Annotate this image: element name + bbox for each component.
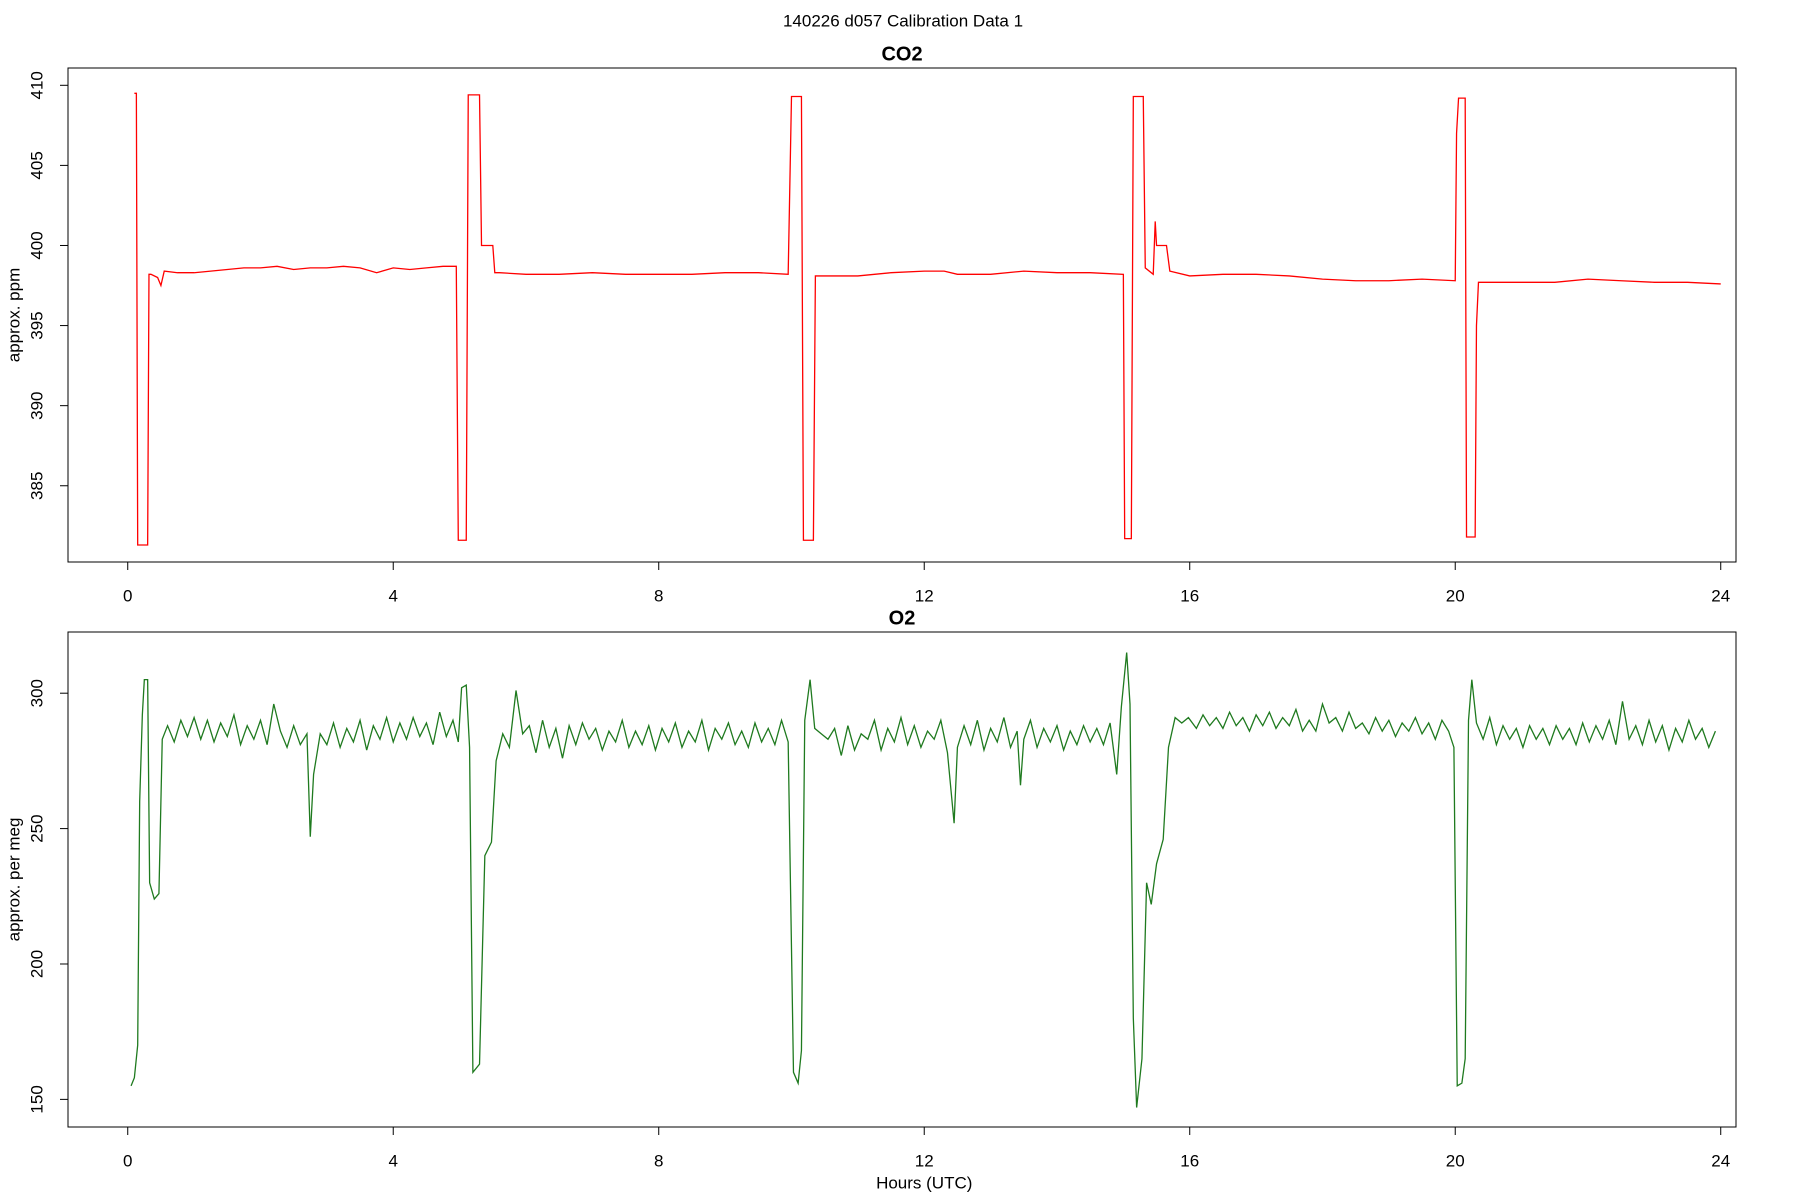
y-axis-label: approx. per meg xyxy=(4,818,23,942)
y-tick-label: 410 xyxy=(27,71,46,99)
x-tick-label: 4 xyxy=(389,1151,398,1170)
panel-title: O2 xyxy=(889,607,916,629)
data-line xyxy=(134,92,1721,546)
x-tick-label: 0 xyxy=(123,586,132,605)
x-tick-label: 20 xyxy=(1446,586,1465,605)
x-tick-label: 12 xyxy=(915,586,934,605)
y-axis-label: approx. ppm xyxy=(4,268,23,363)
y-tick-label: 250 xyxy=(27,814,46,842)
x-tick-label: 8 xyxy=(654,586,663,605)
y-tick-label: 200 xyxy=(27,950,46,978)
y-tick-label: 395 xyxy=(27,311,46,339)
x-tick-label: 8 xyxy=(654,1151,663,1170)
x-tick-label: 0 xyxy=(123,1151,132,1170)
x-tick-label: 20 xyxy=(1446,1151,1465,1170)
x-tick-label: 16 xyxy=(1180,586,1199,605)
y-tick-label: 300 xyxy=(27,679,46,707)
x-tick-label: 4 xyxy=(389,586,398,605)
x-tick-label: 24 xyxy=(1711,1151,1730,1170)
x-axis-label: Hours (UTC) xyxy=(876,1173,972,1192)
x-tick-label: 16 xyxy=(1180,1151,1199,1170)
figure-title: 140226 d057 Calibration Data 1 xyxy=(783,11,1023,30)
y-tick-label: 390 xyxy=(27,391,46,419)
x-tick-label: 12 xyxy=(915,1151,934,1170)
x-tick-label: 24 xyxy=(1711,586,1730,605)
data-line xyxy=(130,652,1717,1108)
y-tick-label: 385 xyxy=(27,472,46,500)
panel-title: CO2 xyxy=(881,43,922,65)
y-tick-label: 405 xyxy=(27,151,46,179)
y-tick-label: 150 xyxy=(27,1085,46,1113)
y-tick-label: 400 xyxy=(27,231,46,259)
